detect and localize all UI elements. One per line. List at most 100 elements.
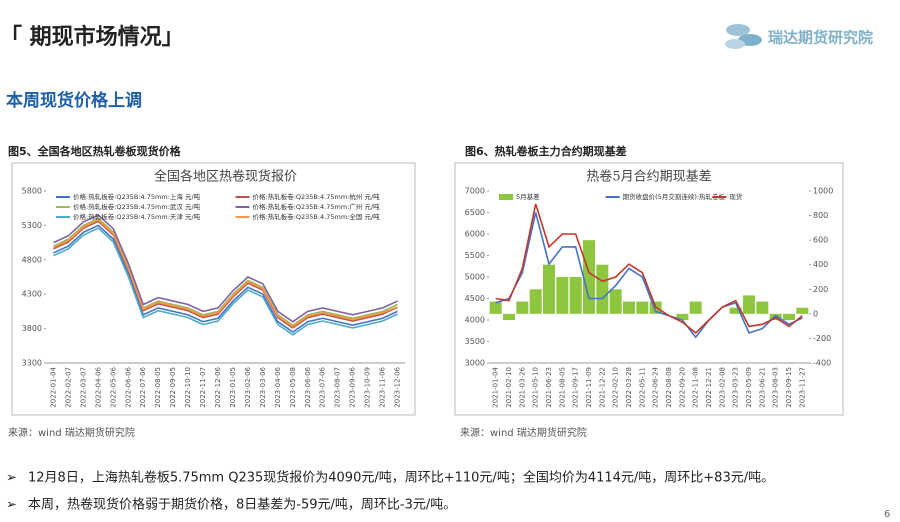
legend-label: 价格:热轧板卷:Q235B:4.75mm:杭州 元/吨 — [253, 192, 381, 201]
x-tick-label: 2023-04-06 — [274, 366, 282, 407]
bar — [636, 301, 649, 314]
bar — [729, 307, 742, 314]
bar — [623, 301, 635, 314]
chart-title: 热卷5月合约期现基差 — [586, 169, 711, 185]
y2-tick-label: 800 — [813, 211, 828, 220]
bar — [569, 277, 582, 314]
y-tick-label: 4000 — [465, 316, 485, 325]
chart-frame — [11, 162, 416, 416]
y-tick-label: 5300 — [22, 221, 42, 230]
y2-tick-label: 400 — [813, 260, 828, 269]
x-tick-label: 2023-02-06 — [244, 366, 252, 407]
x-tick-label: 2023-03-06 — [259, 366, 267, 407]
line — [53, 224, 398, 334]
bar — [543, 264, 555, 314]
x-tick-label: 2022-02-10 — [612, 367, 620, 408]
x-tick-label: 2023-03-23 — [732, 367, 740, 408]
y-tick-label: 3000 — [465, 359, 485, 368]
x-tick-label: 2021-08-05 — [558, 367, 566, 408]
subtitle: 本周现货价格上调 — [6, 90, 142, 111]
x-tick-label: 2023-11-27 — [798, 367, 806, 408]
x-tick-label: 2022-06-24 — [652, 366, 660, 407]
y-tick-label: 3500 — [465, 337, 485, 346]
y-tick-label: 5000 — [465, 273, 485, 282]
source: 来源：wind 瑞达期货研究院 — [460, 426, 587, 439]
legend-label: 价格:热轧板卷:Q235B:4.75mm:广州 元/吨 — [253, 202, 381, 211]
bar — [556, 277, 569, 314]
x-tick-label: 2021-11-09 — [585, 367, 593, 408]
y-tick-label: 3300 — [22, 359, 42, 368]
x-tick-label: 2023-12-06 — [394, 366, 402, 407]
x-tick-label: 2022-05-11 — [638, 367, 646, 408]
bar — [503, 313, 515, 320]
legend-swatch — [499, 194, 513, 200]
slide-title: 「 期现市场情况」 — [0, 24, 184, 50]
bar — [529, 289, 542, 314]
x-tick-label: 2021-05-10 — [532, 367, 540, 408]
x-tick-label: 2021-12-22 — [598, 367, 606, 408]
line — [53, 218, 398, 328]
x-tick-label: 2022-11-08 — [692, 367, 700, 408]
x-tick-label: 2021-01-04 — [492, 366, 500, 407]
line — [53, 227, 398, 336]
line — [53, 217, 398, 327]
y-tick-label: 5800 — [22, 187, 42, 196]
x-tick-label: 2023-06-21 — [758, 367, 766, 408]
page-number: 6 — [884, 509, 890, 520]
x-tick-label: 2023-02-08 — [718, 367, 726, 408]
y2-tick-label: 0 — [813, 309, 818, 318]
bar — [796, 307, 809, 314]
bar — [756, 301, 769, 314]
x-tick-label: 2023-08-03 — [772, 367, 780, 408]
x-tick-label: 2023-05-08 — [289, 367, 297, 408]
line — [53, 214, 398, 323]
y-tick-label: 4300 — [22, 290, 42, 299]
legend-label: 现货 — [729, 192, 743, 201]
x-tick-label: 2023-09-06 — [349, 366, 357, 407]
y2-tick-label: -400 — [813, 359, 831, 368]
bar — [689, 301, 702, 314]
figure-caption: 图5、全国各地区热轧卷板现货价格 — [8, 144, 182, 158]
y2-tick-label: 200 — [813, 285, 828, 294]
chart-title: 全国各地区热卷现货报价 — [154, 169, 297, 185]
bullet-marker: ➢ — [6, 471, 17, 486]
x-tick-label: 2022-06-06 — [124, 366, 132, 407]
legend-label: 价格:热轧板卷:Q235B:4.75mm:武汉 元/吨 — [73, 202, 201, 211]
source: 来源：wind 瑞达期货研究院 — [8, 426, 135, 439]
x-tick-label: 2022-07-06 — [139, 366, 147, 407]
figure-caption: 图6、热轧卷板主力合约期现基差 — [465, 144, 627, 158]
x-tick-label: 2022-11-07 — [199, 367, 207, 408]
x-tick-label: 2022-02-07 — [64, 367, 72, 408]
bullet: 本周，热卷现货价格弱于期货价格，8日基差为-59元/吨，周环比-3元/吨。 — [28, 497, 456, 513]
line — [495, 203, 803, 334]
legend-label: 价格:热轧板卷:Q235B:4.75mm:天津 元/吨 — [73, 212, 201, 221]
bar — [609, 289, 622, 314]
x-tick-label: 2022-08-05 — [154, 367, 162, 408]
x-tick-label: 2022-04-06 — [94, 366, 102, 407]
x-tick-label: 2023-06-06 — [304, 366, 312, 407]
x-tick-label: 2023-09-15 — [785, 367, 793, 408]
y-tick-label: 3800 — [22, 324, 42, 333]
x-tick-label: 2022-09-05 — [169, 367, 177, 408]
bar — [783, 313, 795, 320]
x-tick-label: 2021-06-23 — [545, 367, 553, 408]
x-tick-label: 2023-11-06 — [379, 366, 387, 407]
chart: 全国各地区热卷现货报价 3300 3800 4300 4800 5300 5800 2022-… — [22, 169, 405, 408]
y-tick-label: 7000 — [465, 187, 485, 196]
y-tick-label: 4500 — [465, 294, 485, 303]
legend-label: 5月基差 — [516, 192, 540, 201]
bar — [676, 313, 689, 320]
legend-label: 期货收盘价(5月交割连续):热轧卷板 — [623, 192, 726, 201]
x-tick-label: 2023-10-09 — [364, 367, 372, 408]
y-tick-label: 6500 — [465, 208, 485, 217]
logo: 瑞达期货研究院 — [725, 24, 873, 49]
x-tick-label: 2021-09-17 — [572, 367, 580, 408]
legend-label: 价格:热轧板卷:Q235B:4.75mm:上海 元/吨 — [73, 192, 201, 201]
x-tick-label: 2022-08-08 — [665, 367, 673, 408]
y2-tick-label: 600 — [813, 236, 828, 245]
x-tick-label: 2022-10-10 — [184, 367, 192, 408]
x-tick-label: 2021-03-26 — [518, 366, 526, 407]
bar — [583, 240, 595, 314]
